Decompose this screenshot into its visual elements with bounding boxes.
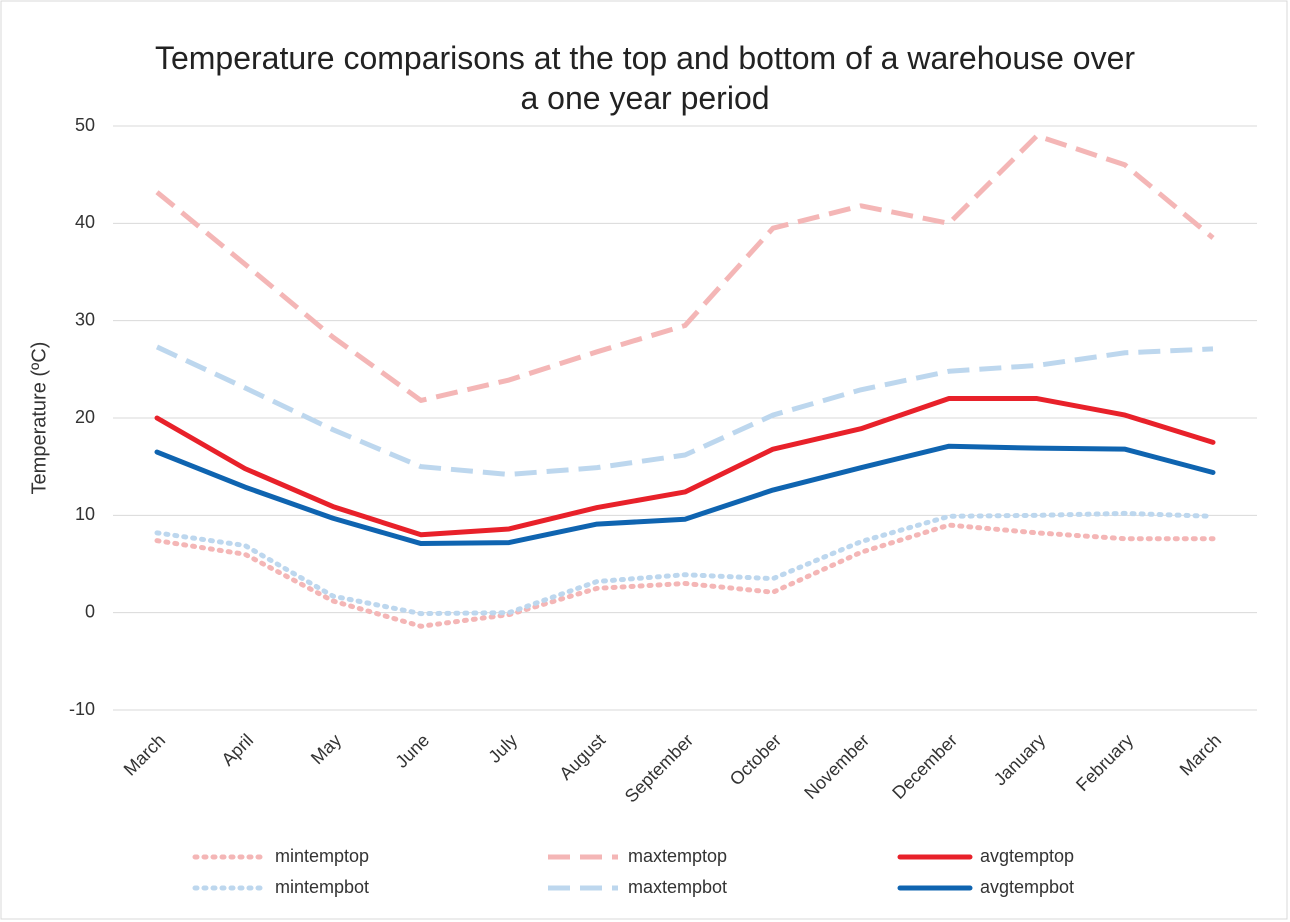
y-tick-label: 50 [75,115,95,135]
legend-label: avgtempbot [980,877,1074,897]
legend-label: mintempbot [275,877,369,897]
y-tick-label: -10 [69,699,95,719]
series-line [155,344,1214,477]
legend-label: maxtemptop [628,846,727,866]
legend-label: maxtempbot [628,877,727,897]
series-line [154,443,1216,547]
y-tick-label: 10 [75,504,95,524]
y-tick-label: 40 [75,212,95,232]
series-line [155,133,1215,403]
legend-label: mintemptop [275,846,369,866]
series-line [154,510,1216,617]
y-tick-label: 20 [75,407,95,427]
series-line [154,522,1216,629]
y-tick-label: 0 [85,601,95,621]
y-tick-label: 30 [75,309,95,329]
chart-title: Temperature comparisons at the top and b… [154,40,1136,116]
y-axis-label: Temperature (ºC) [28,342,50,495]
legend-label: avgtemptop [980,846,1074,866]
series-line [154,396,1216,538]
